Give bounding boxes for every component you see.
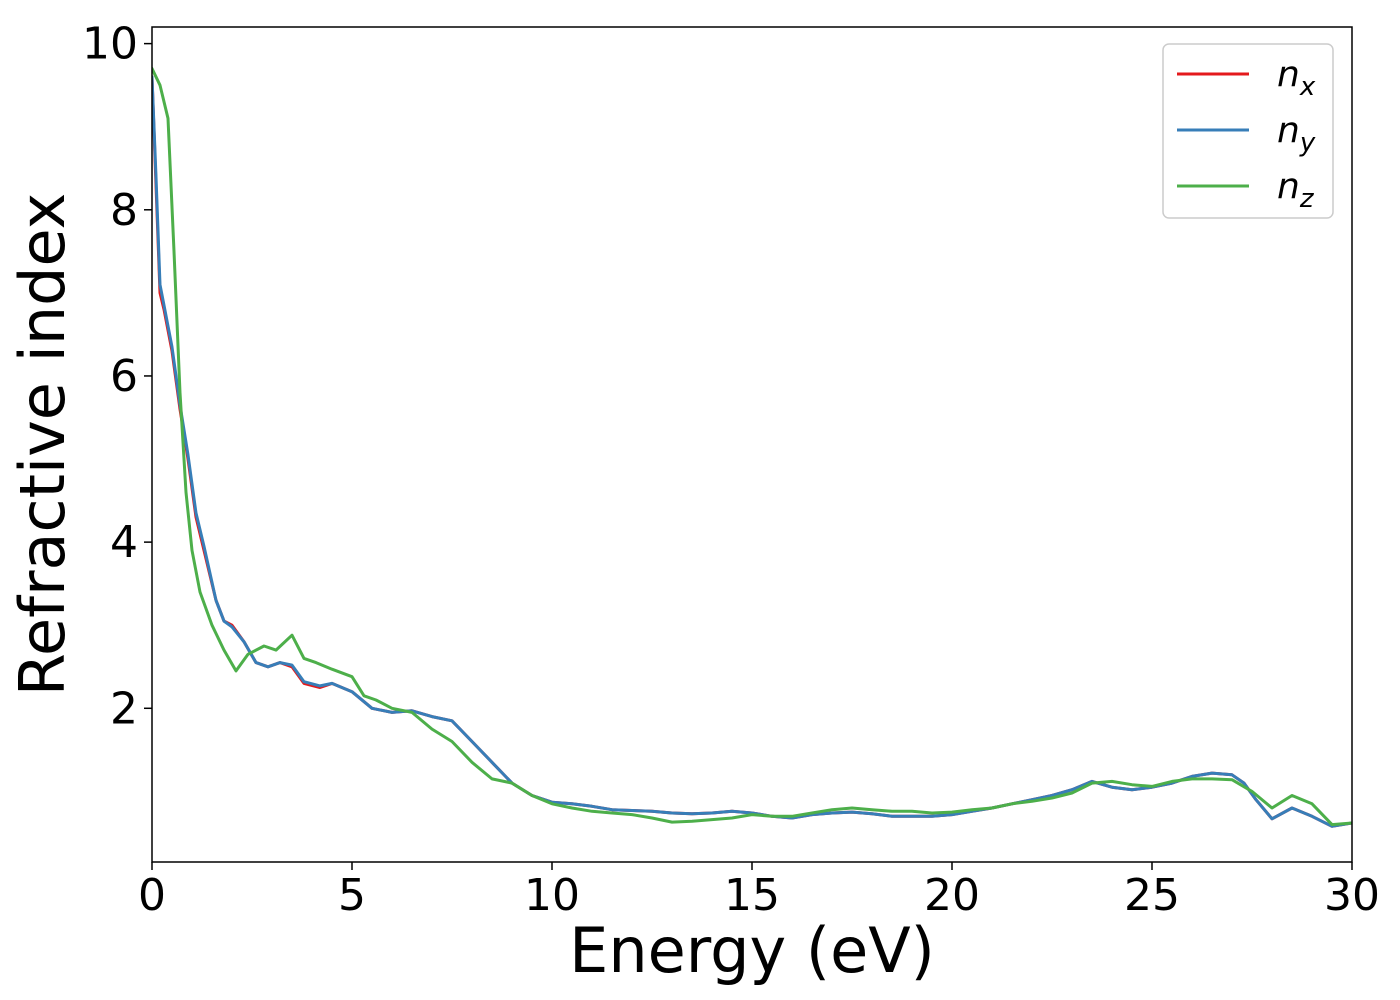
y-tick-label: 4: [110, 517, 138, 568]
axes-frame: [151, 26, 1353, 863]
series-line-ny: [152, 75, 1352, 828]
x-tick-label: 20: [924, 870, 980, 921]
x-tick-label: 15: [724, 870, 780, 921]
x-tick-label: 10: [524, 870, 580, 921]
x-tick-label: 30: [1324, 870, 1380, 921]
y-tick-label: 10: [82, 19, 138, 70]
legend-label-main: n: [1277, 110, 1300, 151]
y-axis-ticks: 2 4 6 8 10: [82, 19, 152, 734]
y-tick-label: 2: [110, 683, 138, 734]
legend-label-subscript: y: [1299, 128, 1316, 158]
legend-label-main: n: [1277, 54, 1300, 95]
y-axis-label: Refractive index: [6, 193, 79, 697]
series-line-nz: [152, 67, 1352, 827]
legend-label-subscript: x: [1299, 72, 1316, 102]
x-tick-label: 5: [338, 870, 366, 921]
legend-label-ny: ny: [1277, 110, 1316, 158]
legend-label-nz: nz: [1277, 166, 1315, 214]
x-axis-ticks: 0 5 10 15 20 25 30: [138, 862, 1380, 921]
x-tick-label: 25: [1124, 870, 1180, 921]
legend-label-subscript: z: [1299, 184, 1315, 214]
legend-label-nx: nx: [1277, 54, 1316, 102]
x-tick-label: 0: [138, 870, 166, 921]
plot-area: [152, 67, 1352, 828]
legend-label-main: n: [1277, 166, 1300, 207]
y-tick-label: 8: [110, 185, 138, 236]
y-tick-label: 6: [110, 351, 138, 402]
x-axis-label: Energy (eV): [569, 914, 935, 987]
